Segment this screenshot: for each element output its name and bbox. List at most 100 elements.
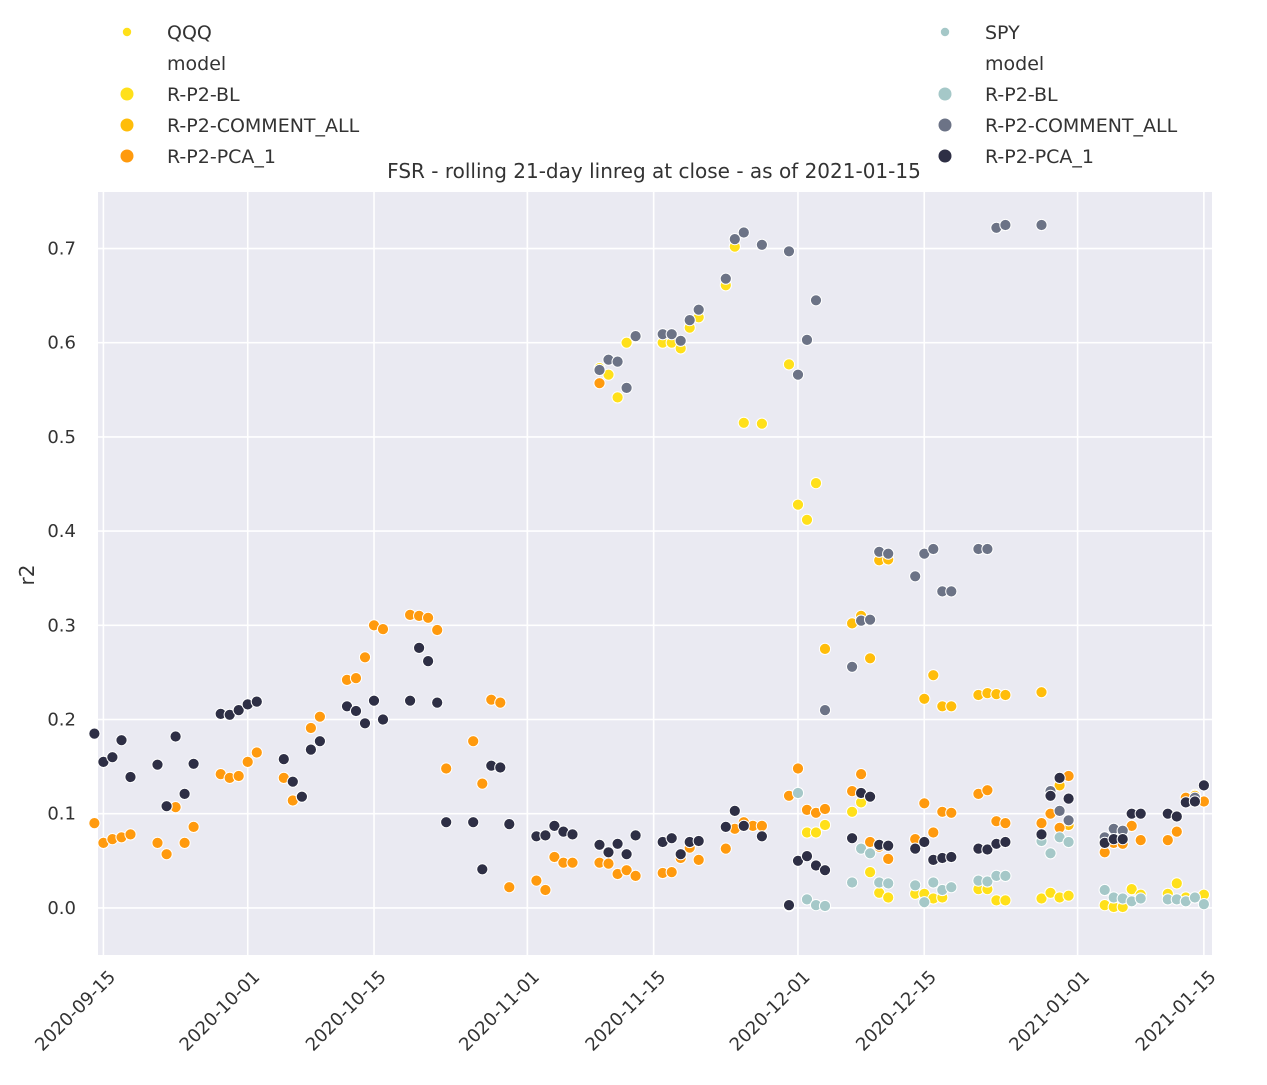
y-tick-label: 0.7 bbox=[47, 239, 76, 260]
data-point bbox=[909, 879, 922, 892]
legend-subtitle: model bbox=[167, 53, 226, 75]
data-point bbox=[295, 790, 308, 803]
data-point bbox=[1134, 834, 1147, 847]
data-point bbox=[539, 883, 552, 897]
data-point bbox=[945, 850, 958, 864]
data-point bbox=[1098, 883, 1111, 897]
data-point bbox=[1197, 779, 1211, 792]
chart-title: FSR - rolling 21-day linreg at close - a… bbox=[387, 159, 921, 183]
plot-background bbox=[98, 192, 1212, 955]
data-point bbox=[927, 542, 940, 556]
data-point bbox=[855, 768, 868, 781]
data-point bbox=[728, 233, 741, 246]
data-point bbox=[737, 226, 750, 239]
data-point bbox=[674, 848, 687, 861]
data-point bbox=[494, 696, 507, 709]
data-point bbox=[755, 417, 769, 430]
data-point bbox=[115, 734, 128, 747]
data-point bbox=[719, 842, 732, 855]
x-tick-label: 2020-12-01 bbox=[726, 967, 815, 1056]
x-tick-label: 2020-10-15 bbox=[302, 967, 391, 1056]
data-point bbox=[755, 830, 769, 843]
data-point bbox=[846, 876, 859, 889]
data-point bbox=[494, 761, 507, 774]
data-point bbox=[719, 820, 732, 834]
data-point bbox=[539, 829, 552, 842]
data-point bbox=[611, 391, 624, 404]
data-point bbox=[88, 817, 101, 830]
data-point bbox=[620, 864, 633, 877]
data-point bbox=[945, 806, 958, 819]
data-point bbox=[864, 866, 877, 879]
data-point bbox=[864, 652, 877, 665]
data-point bbox=[1062, 792, 1075, 805]
data-point bbox=[566, 856, 579, 869]
legend-marker bbox=[120, 87, 134, 101]
data-point bbox=[1035, 892, 1048, 905]
y-tick-label: 0.2 bbox=[47, 710, 76, 731]
data-point bbox=[349, 672, 363, 685]
legend-subtitle: model bbox=[985, 53, 1044, 75]
data-point bbox=[818, 864, 832, 877]
data-point bbox=[755, 819, 769, 833]
legend-marker bbox=[120, 149, 134, 163]
legend-marker bbox=[938, 118, 952, 132]
data-point bbox=[422, 655, 435, 668]
data-point bbox=[882, 877, 895, 890]
data-point bbox=[692, 303, 705, 316]
data-point bbox=[800, 893, 814, 906]
data-point bbox=[981, 843, 994, 856]
data-point bbox=[620, 336, 633, 349]
data-point bbox=[1044, 847, 1057, 860]
data-point bbox=[755, 238, 769, 251]
data-point bbox=[358, 717, 372, 730]
data-point bbox=[981, 542, 994, 556]
data-point bbox=[440, 816, 453, 829]
data-point bbox=[611, 355, 624, 368]
data-point bbox=[548, 819, 561, 833]
data-point bbox=[404, 694, 417, 707]
data-point bbox=[999, 688, 1012, 702]
data-point bbox=[999, 218, 1012, 232]
y-axis-label: r2 bbox=[15, 565, 39, 586]
data-point bbox=[864, 847, 877, 860]
data-point bbox=[629, 829, 642, 842]
legend-title: SPY bbox=[985, 22, 1020, 44]
data-point bbox=[106, 751, 119, 764]
data-point bbox=[593, 363, 606, 377]
data-point bbox=[1161, 834, 1174, 847]
data-point bbox=[818, 704, 832, 717]
data-point bbox=[413, 641, 426, 655]
data-point bbox=[999, 894, 1012, 907]
data-point bbox=[674, 334, 687, 347]
y-tick-label: 0.4 bbox=[47, 521, 76, 542]
data-point bbox=[846, 660, 859, 673]
y-axis-ticks: 0.0 0.1 0.2 0.3 0.4 0.5 0.6 0.7 bbox=[47, 239, 76, 919]
data-point bbox=[629, 330, 642, 343]
data-point bbox=[945, 585, 958, 598]
data-point bbox=[1044, 789, 1057, 802]
data-point bbox=[1188, 891, 1202, 904]
legend-top-right: SPY model R-P2-BL R-P2-COMMENT_ALL R-P2-PCA_… bbox=[938, 22, 1178, 168]
data-point bbox=[909, 570, 922, 583]
data-point bbox=[530, 874, 543, 887]
legend-marker bbox=[938, 149, 952, 163]
data-point bbox=[683, 314, 696, 327]
data-point bbox=[864, 613, 877, 626]
data-point bbox=[422, 611, 435, 624]
data-point bbox=[909, 842, 922, 855]
data-point bbox=[809, 477, 823, 490]
data-point bbox=[927, 876, 940, 889]
data-point bbox=[187, 820, 200, 834]
data-points bbox=[88, 218, 1211, 914]
data-point bbox=[918, 896, 931, 909]
legend-marker bbox=[938, 87, 952, 101]
legend-title-marker bbox=[940, 27, 950, 37]
data-point bbox=[1035, 218, 1048, 232]
data-point bbox=[313, 710, 326, 723]
legend-title: QQQ bbox=[167, 22, 212, 44]
data-point bbox=[1116, 833, 1129, 846]
data-point bbox=[665, 866, 678, 879]
y-tick-label: 0.3 bbox=[47, 615, 76, 636]
data-point bbox=[593, 838, 606, 851]
